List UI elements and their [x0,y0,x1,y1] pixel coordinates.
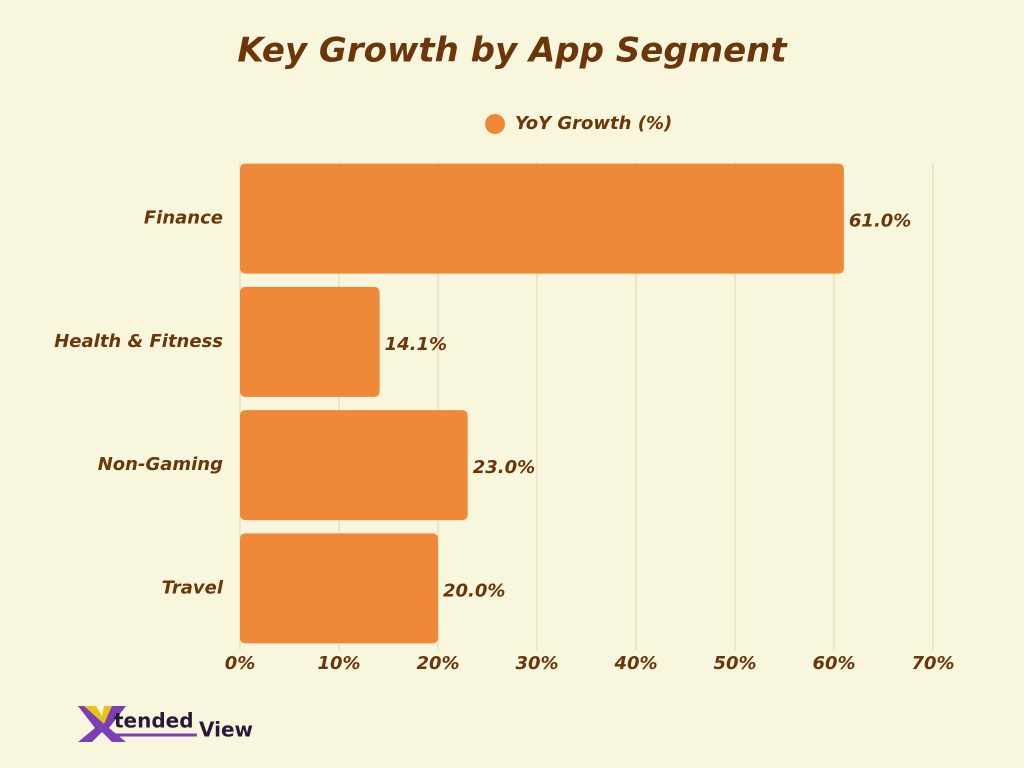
logo-x: X [87,724,89,726]
value-label: 20.0% [443,580,505,601]
chart-title: Key Growth by App Segment [237,31,788,71]
bar [240,533,438,644]
x-tick-label: 70% [911,653,954,674]
y-tick-label: Travel [162,577,224,598]
value-label: 14.1% [385,334,447,355]
logo-text: View [199,718,253,742]
bar [240,410,468,521]
y-tick-label: Non-Gaming [98,454,223,475]
value-label: 23.0% [473,457,535,478]
x-tick-label: 60% [812,653,855,674]
y-tick-label: Finance [144,208,223,229]
y-tick-label: Health & Fitness [54,331,223,352]
x-tick-label: 50% [713,653,756,674]
logo-accent [84,706,112,724]
legend-label: YoY Growth (%) [515,113,672,134]
logo: X tended View [78,706,253,742]
legend-swatch [485,114,505,134]
logo-text: tended [114,709,194,733]
bar [240,163,844,274]
x-tick-label: 40% [613,653,657,674]
x-tick-label: 10% [317,653,360,674]
bar [240,286,380,397]
x-tick-label: 20% [416,653,459,674]
x-tick-label: 0% [225,653,256,674]
x-tick-label: 30% [515,653,558,674]
value-label: 61.0% [849,211,911,232]
logo-icon [78,706,126,742]
